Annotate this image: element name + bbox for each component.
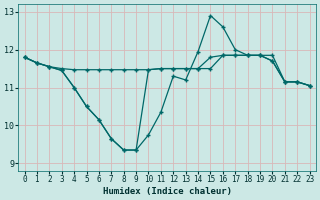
X-axis label: Humidex (Indice chaleur): Humidex (Indice chaleur) — [103, 187, 232, 196]
